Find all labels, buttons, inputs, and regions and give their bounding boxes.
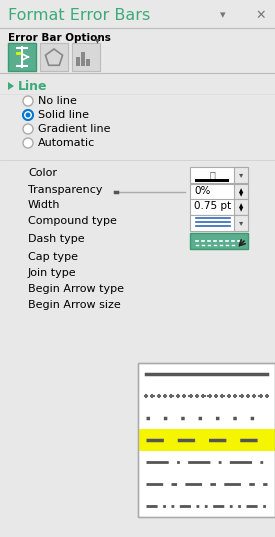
Bar (234, 184, 248, 200)
Text: Begin Arrow size: Begin Arrow size (28, 300, 121, 310)
Text: ▾: ▾ (95, 35, 100, 45)
Text: Cap type: Cap type (28, 252, 78, 262)
Bar (195, 179, 229, 182)
Circle shape (23, 124, 33, 134)
Bar (40, 43, 68, 71)
Bar (8, 43, 36, 71)
Text: Dash type: Dash type (28, 234, 85, 244)
Text: Transparency: Transparency (28, 185, 103, 195)
Text: 0.75 pt: 0.75 pt (194, 201, 231, 211)
Bar (138, 363, 275, 517)
Bar (190, 233, 248, 249)
Bar (234, 215, 248, 231)
Circle shape (23, 110, 33, 120)
Text: Format Error Bars: Format Error Bars (8, 8, 150, 23)
Bar (190, 215, 248, 231)
Text: Begin Arrow type: Begin Arrow type (28, 284, 124, 294)
Bar (138, 363, 275, 517)
Text: Error Bar Options: Error Bar Options (8, 33, 111, 43)
Text: ▲: ▲ (239, 203, 243, 208)
Text: ▼: ▼ (239, 207, 243, 212)
Bar (190, 184, 248, 200)
Text: ⛏: ⛏ (209, 170, 215, 180)
Bar (190, 167, 248, 183)
Circle shape (26, 112, 31, 118)
Text: 0%: 0% (194, 186, 210, 196)
Text: ▾: ▾ (239, 219, 243, 228)
Bar (86, 59, 90, 66)
Bar (72, 43, 100, 71)
Text: ▼: ▼ (239, 192, 243, 197)
Bar (76, 57, 80, 66)
Text: Compound type: Compound type (28, 216, 117, 226)
Bar (234, 199, 248, 215)
Bar (138, 429, 275, 451)
Bar (190, 199, 248, 215)
Circle shape (23, 96, 33, 106)
Text: ▾: ▾ (220, 10, 225, 20)
Circle shape (23, 138, 33, 148)
Bar (81, 52, 85, 66)
Text: ▾: ▾ (239, 171, 243, 179)
Text: Gradient line: Gradient line (38, 124, 111, 134)
Text: Line: Line (18, 80, 48, 93)
Text: Automatic: Automatic (38, 138, 95, 148)
Text: Join type: Join type (28, 268, 77, 278)
Bar (234, 167, 248, 183)
Text: No line: No line (38, 96, 77, 106)
Text: Solid line: Solid line (38, 110, 89, 120)
Polygon shape (8, 82, 14, 90)
Text: Width: Width (28, 200, 60, 210)
Text: ▲: ▲ (239, 188, 243, 193)
Text: ✕: ✕ (255, 9, 265, 22)
Text: Color: Color (28, 168, 57, 178)
